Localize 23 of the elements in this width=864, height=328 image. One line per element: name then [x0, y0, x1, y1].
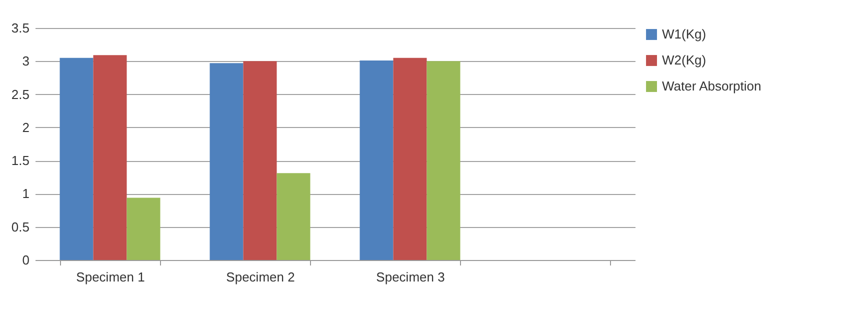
- y-tick-label: 0.5: [11, 219, 30, 234]
- y-tick-label: 3.5: [11, 20, 30, 36]
- y-tick-label: 3: [22, 54, 30, 69]
- x-tick-label: Specimen 2: [226, 270, 295, 284]
- bar: [426, 61, 460, 260]
- y-tick-label: 0: [22, 252, 30, 268]
- bar: [243, 61, 277, 260]
- bar: [360, 60, 394, 260]
- bar: [93, 55, 127, 260]
- bar: [393, 58, 427, 260]
- bar: [126, 198, 160, 260]
- legend-label: W1(Kg): [662, 26, 706, 42]
- y-tick-label: 1: [22, 186, 30, 202]
- bar: [210, 63, 244, 260]
- bar: [60, 58, 94, 260]
- y-tick-label: 2: [22, 120, 30, 135]
- bar: [276, 173, 310, 260]
- y-tick-label: 1.5: [11, 153, 30, 168]
- legend-label: Water Absorption: [662, 78, 762, 94]
- legend-label: W2(Kg): [662, 52, 706, 68]
- y-tick-label: 2.5: [11, 86, 30, 102]
- x-tick-label: Specimen 3: [376, 270, 445, 284]
- x-tick-label: Specimen 1: [76, 270, 145, 284]
